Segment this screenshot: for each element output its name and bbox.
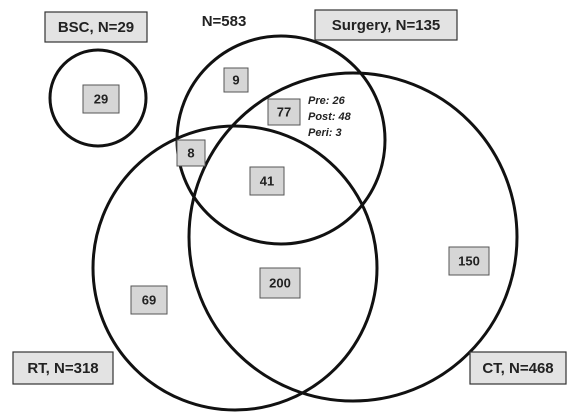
count-label: 41 xyxy=(260,173,274,188)
count-box xyxy=(267,98,301,126)
count-label: 200 xyxy=(269,275,291,290)
count-box xyxy=(130,285,168,315)
surgery-label: Surgery, N=135 xyxy=(332,17,441,34)
rt-label-box xyxy=(12,351,114,385)
rt-label: RT, N=318 xyxy=(27,360,98,377)
total-label: N=583 xyxy=(202,13,247,30)
ct-circle xyxy=(187,71,519,403)
count-box xyxy=(249,166,285,196)
count-box xyxy=(259,267,301,299)
surgery-circle xyxy=(175,34,387,246)
annotation: Post: 48 xyxy=(308,111,352,123)
ct-label: CT, N=468 xyxy=(482,360,553,377)
annotation: Peri: 3 xyxy=(308,127,342,139)
region-counts: 29 9 77 8 41 200 150 69 xyxy=(82,67,490,315)
surgery-label-box xyxy=(314,9,458,41)
count-box xyxy=(82,84,120,114)
rt-circle xyxy=(91,124,379,412)
count-label: 9 xyxy=(232,72,239,87)
count-label: 150 xyxy=(458,253,480,268)
ct-label-box xyxy=(469,351,567,385)
count-label: 8 xyxy=(187,145,194,160)
count-box xyxy=(176,139,206,167)
bsc-label-box xyxy=(44,11,148,43)
bsc-circle xyxy=(48,48,148,148)
annotation: Pre: 26 xyxy=(308,95,346,107)
count-label: 29 xyxy=(94,91,108,106)
count-box xyxy=(223,67,249,93)
count-box xyxy=(448,246,490,276)
count-label: 69 xyxy=(142,292,156,307)
count-label: 77 xyxy=(277,104,291,119)
bsc-label: BSC, N=29 xyxy=(58,19,134,36)
